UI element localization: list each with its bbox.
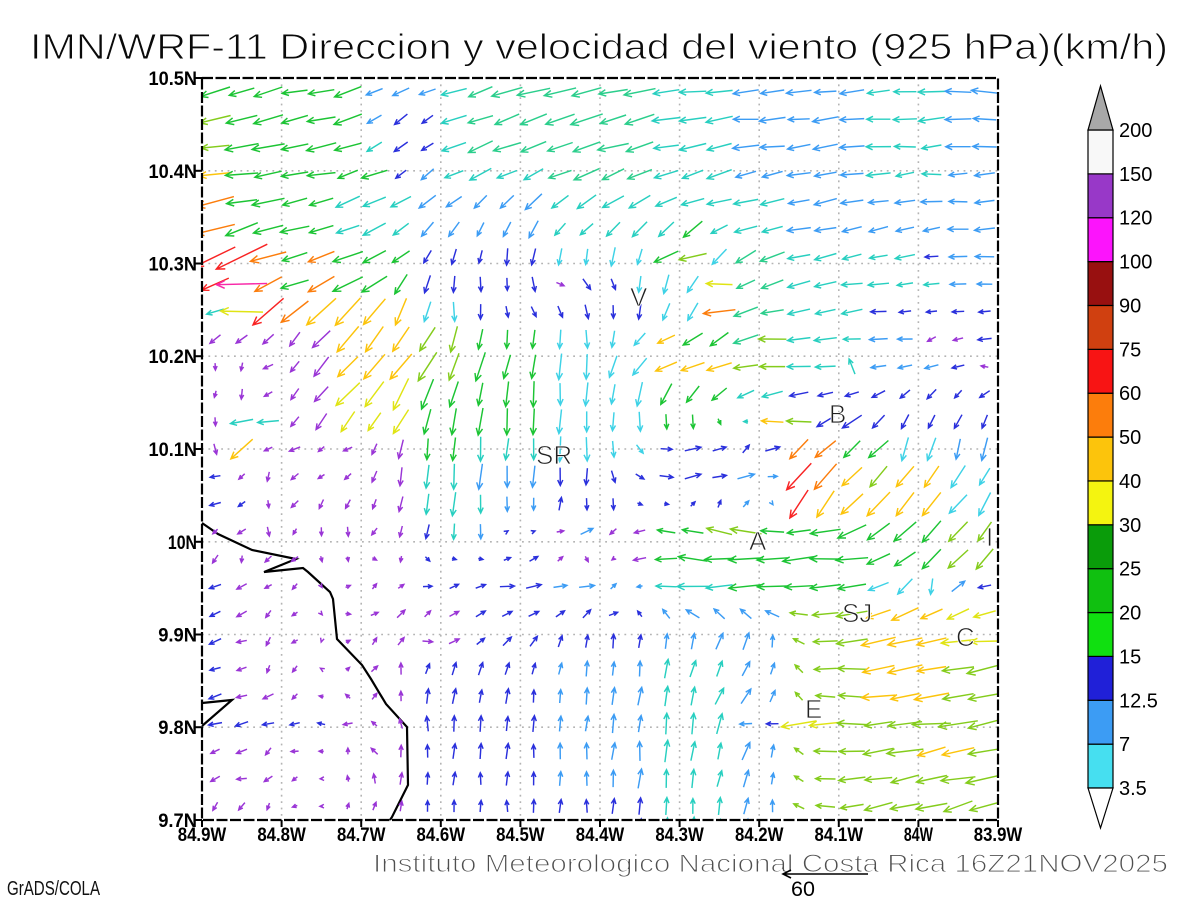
svg-text:30: 30	[1119, 515, 1141, 537]
svg-text:10.5N: 10.5N	[149, 68, 198, 90]
svg-text:9.7N: 9.7N	[158, 810, 197, 832]
svg-text:3.5: 3.5	[1119, 778, 1147, 800]
svg-text:200: 200	[1119, 120, 1152, 142]
svg-text:50: 50	[1119, 427, 1141, 449]
svg-text:84.1W: 84.1W	[815, 824, 864, 846]
svg-text:10.3N: 10.3N	[149, 254, 198, 276]
svg-text:SR: SR	[536, 440, 572, 470]
svg-text:GrADS/COLA: GrADS/COLA	[7, 878, 100, 900]
svg-text:84W: 84W	[904, 824, 934, 846]
svg-text:C: C	[956, 622, 975, 652]
svg-text:A: A	[749, 526, 767, 556]
svg-text:84.8W: 84.8W	[257, 824, 306, 846]
svg-text:150: 150	[1119, 164, 1152, 186]
svg-text:10.2N: 10.2N	[149, 346, 198, 368]
svg-text:84.6W: 84.6W	[417, 824, 466, 846]
svg-text:10.1N: 10.1N	[149, 439, 198, 461]
svg-text:84.9W: 84.9W	[178, 824, 227, 846]
svg-text:10.4N: 10.4N	[149, 161, 198, 183]
svg-text:60: 60	[1119, 383, 1141, 405]
svg-text:9.9N: 9.9N	[158, 625, 197, 647]
svg-text:B: B	[829, 399, 846, 429]
svg-text:15: 15	[1119, 646, 1141, 668]
svg-text:90: 90	[1119, 296, 1141, 318]
svg-text:84.7W: 84.7W	[337, 824, 386, 846]
svg-text:75: 75	[1119, 339, 1141, 361]
svg-text:20: 20	[1119, 603, 1141, 625]
svg-text:Instituto Meteorologico Nacion: Instituto Meteorologico Nacional Costa R…	[373, 850, 1168, 878]
svg-text:84.3W: 84.3W	[655, 824, 704, 846]
svg-text:SJ: SJ	[842, 598, 872, 628]
svg-text:84.4W: 84.4W	[576, 824, 625, 846]
svg-text:84.2W: 84.2W	[735, 824, 784, 846]
svg-text:12.5: 12.5	[1119, 690, 1158, 712]
svg-text:84.5W: 84.5W	[496, 824, 545, 846]
svg-text:25: 25	[1119, 559, 1141, 581]
svg-text:V: V	[630, 282, 648, 312]
svg-text:E: E	[805, 694, 822, 724]
svg-text:83.9W: 83.9W	[974, 824, 1023, 846]
svg-text:IMN/WRF-11 Direccion y velocid: IMN/WRF-11 Direccion y velocidad del vie…	[30, 26, 1168, 67]
svg-text:120: 120	[1119, 208, 1152, 230]
svg-text:40: 40	[1119, 471, 1141, 493]
svg-text:60: 60	[791, 877, 815, 900]
svg-text:10N: 10N	[168, 532, 197, 554]
svg-text:100: 100	[1119, 252, 1152, 274]
svg-text:I: I	[986, 522, 993, 552]
svg-text:7: 7	[1119, 734, 1130, 756]
svg-text:9.8N: 9.8N	[158, 717, 197, 739]
